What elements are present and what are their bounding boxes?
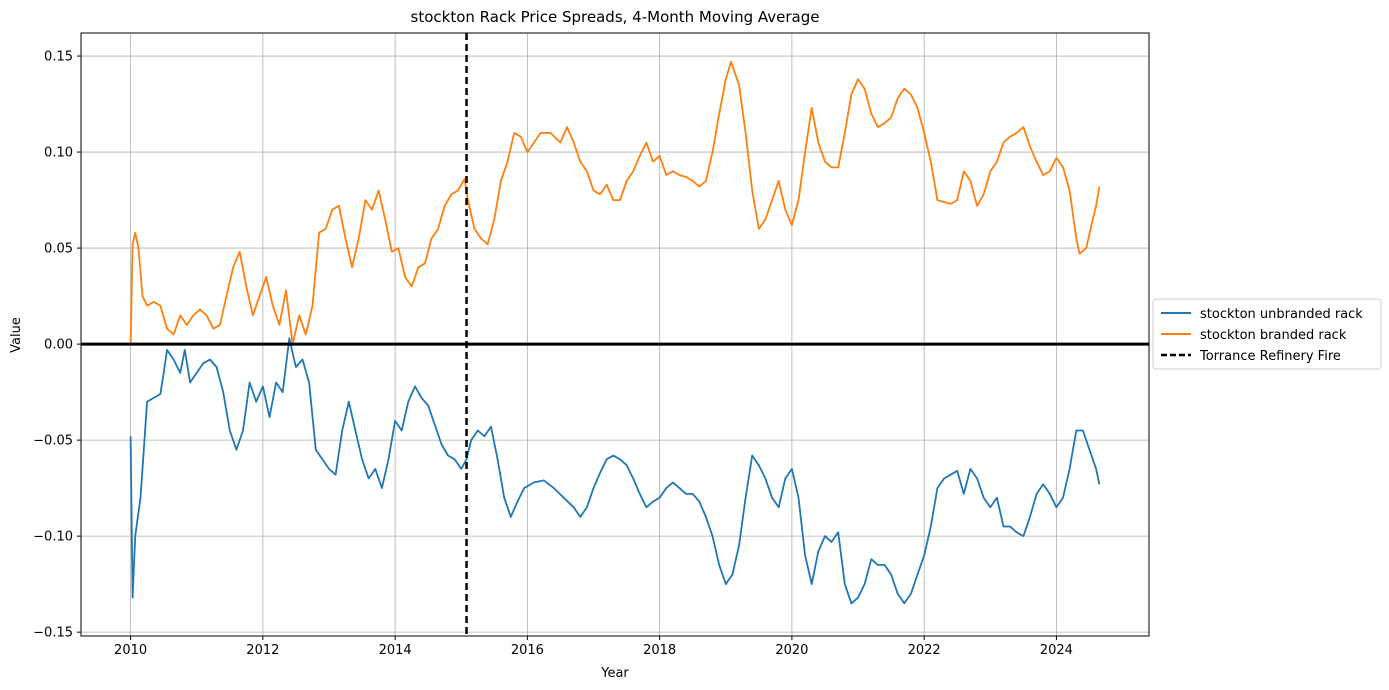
legend-label-branded: stockton branded rack [1200,328,1347,343]
legend: stockton unbranded rack stockton branded… [1152,298,1382,370]
x-tick-label: 2014 [379,643,412,658]
legend-label-refinery-fire: Torrance Refinery Fire [1199,349,1341,364]
series-layer [129,60,1101,605]
y-tick-label: −0.05 [33,434,73,449]
y-axis-label: Value [9,317,24,353]
x-tick-label: 2024 [1040,643,1073,658]
legend-box [1152,298,1382,370]
y-tick-label: −0.15 [33,626,73,641]
legend-label-unbranded: stockton unbranded rack [1200,307,1363,322]
series-line-unbranded [129,337,1101,605]
x-tick-label: 2020 [775,643,808,658]
y-tick-label: 0.05 [44,242,73,257]
x-axis-ticks: 2010 2012 2014 2016 2018 2020 2022 2024 [114,636,1073,658]
y-tick-label: 0.00 [44,338,73,353]
y-axis-ticks: −0.15 −0.10 −0.05 0.00 0.05 0.10 0.15 [33,50,81,641]
plot-frame [80,32,1150,637]
y-tick-label: 0.15 [44,50,73,65]
x-tick-label: 2018 [643,643,676,658]
y-tick-label: 0.10 [44,146,73,161]
x-tick-label: 2010 [114,643,147,658]
y-tick-label: −0.10 [33,530,73,545]
x-tick-label: 2022 [908,643,941,658]
x-axis-label: Year [600,666,629,681]
x-tick-label: 2016 [511,643,544,658]
x-tick-label: 2012 [246,643,279,658]
chart-title: stockton Rack Price Spreads, 4-Month Mov… [411,8,820,26]
grid-lines [81,33,1149,636]
reference-lines [81,33,1149,636]
series-line-branded [129,60,1101,345]
